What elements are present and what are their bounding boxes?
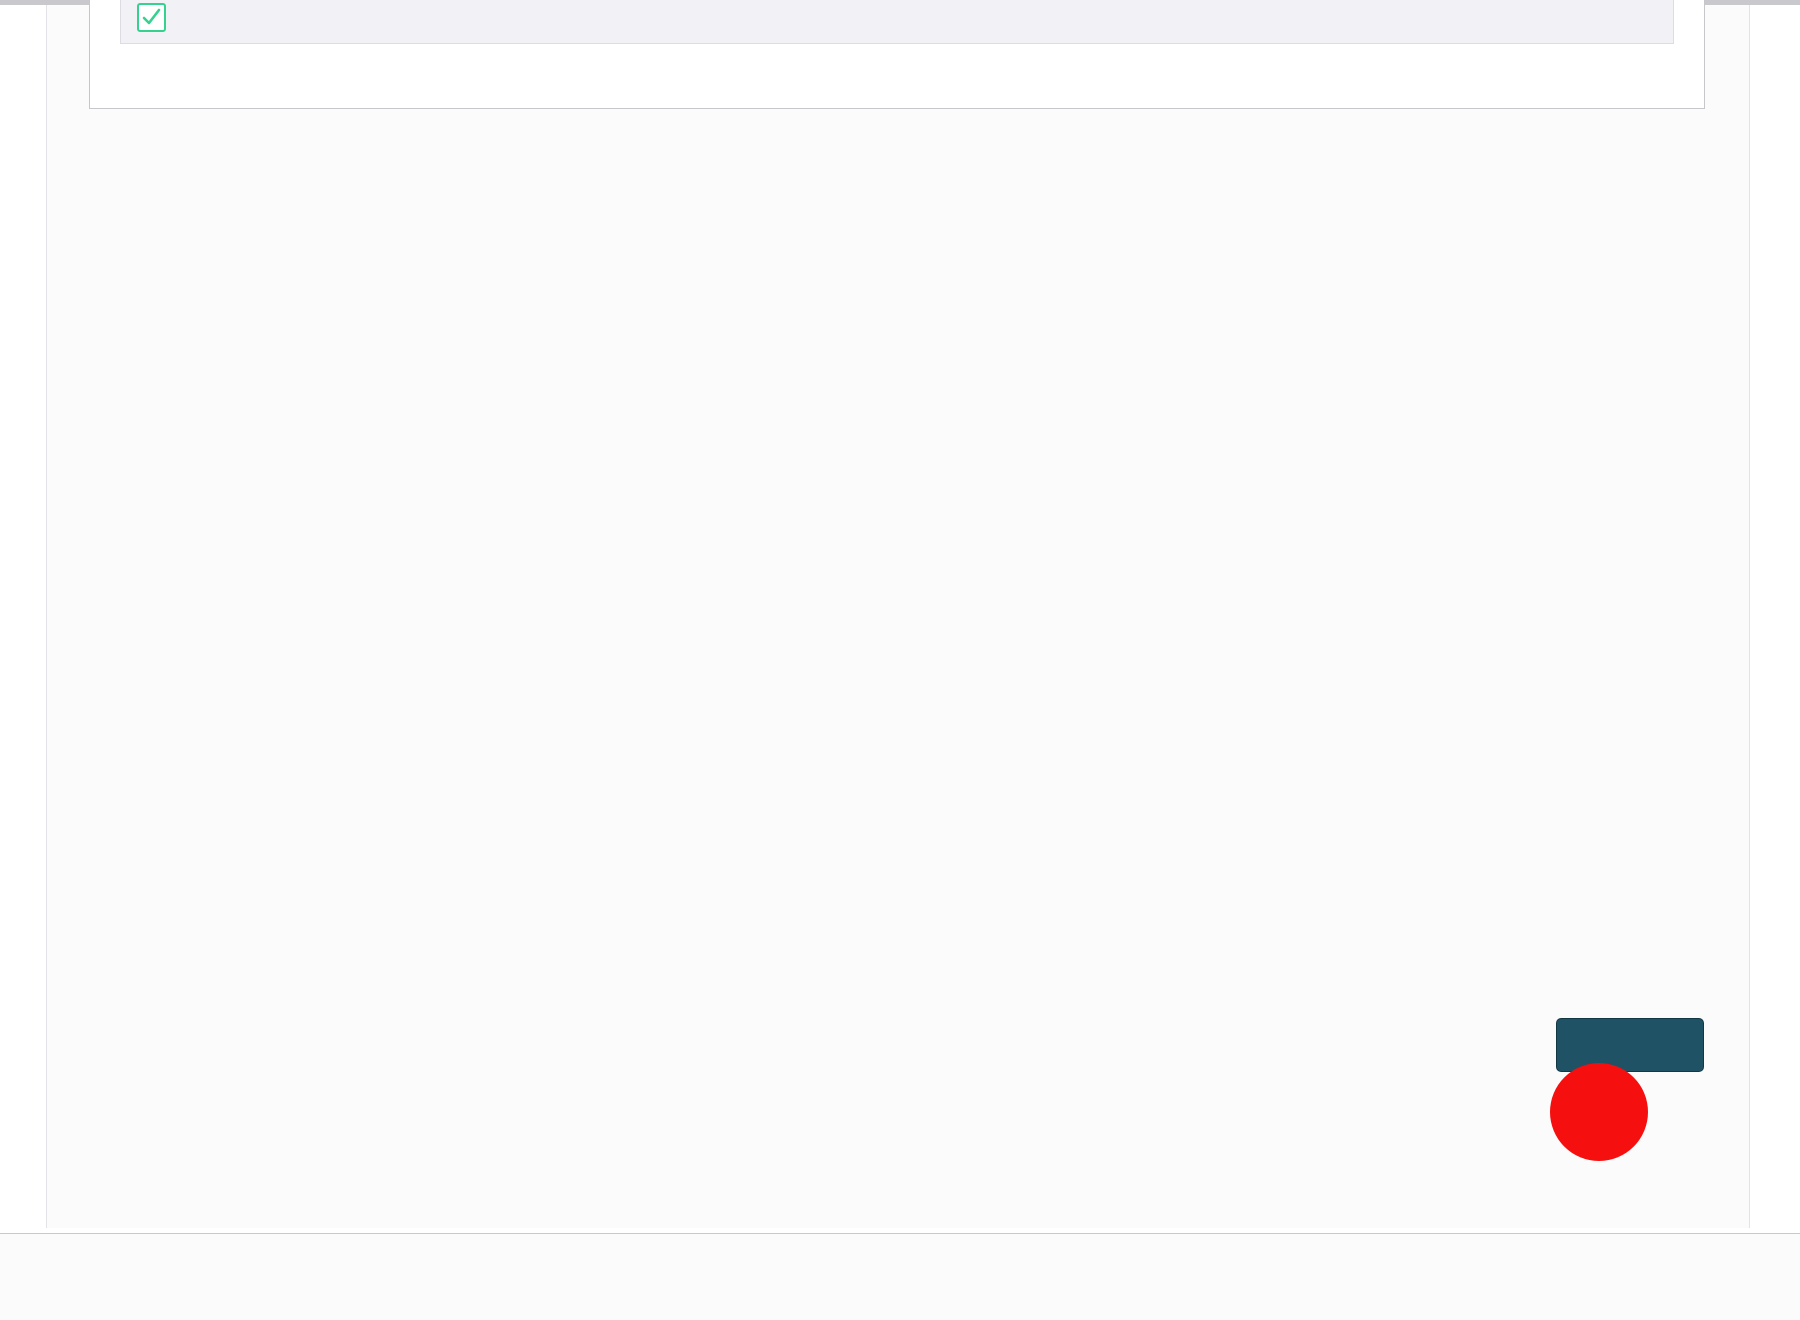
permissions-card: [89, 0, 1705, 109]
page-footer: [0, 1234, 1800, 1320]
card-bottom-padding: [90, 44, 1704, 108]
step-badge: [1550, 1063, 1648, 1161]
form-actions: [46, 1008, 1750, 1082]
select-all-checkbox[interactable]: [137, 3, 166, 32]
content-area: [46, 0, 1750, 1228]
select-all-row[interactable]: [120, 0, 1674, 44]
continue-button[interactable]: [1556, 1018, 1704, 1072]
footer-divider: [0, 1233, 1800, 1234]
